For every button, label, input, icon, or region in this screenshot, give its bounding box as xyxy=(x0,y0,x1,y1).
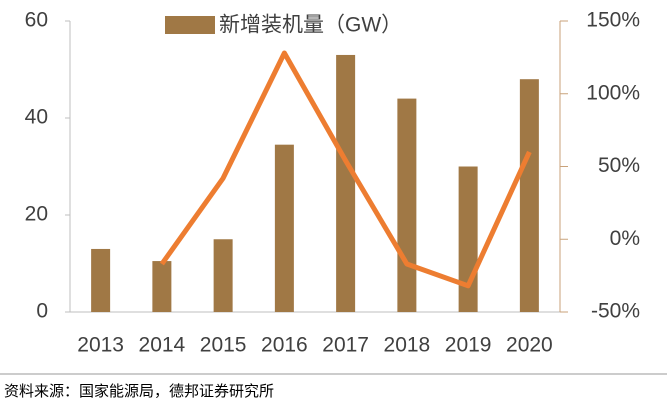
x-tick-label: 2015 xyxy=(200,334,247,357)
y-tick-label: 20 xyxy=(25,203,48,226)
bar xyxy=(91,248,111,312)
y2-tick-label: 150% xyxy=(586,9,640,32)
bar xyxy=(458,166,478,312)
x-tick-label: 2020 xyxy=(506,334,553,357)
bar xyxy=(519,79,539,312)
y-tick-label: 40 xyxy=(25,106,48,129)
x-tick-label: 2017 xyxy=(322,334,369,357)
y-tick-label: 0 xyxy=(36,300,48,323)
x-tick-label: 2013 xyxy=(77,334,124,357)
bar xyxy=(397,98,417,312)
x-tick-label: 2016 xyxy=(261,334,308,357)
source-note: 资料来源：国家能源局，德邦证券研究所 xyxy=(4,382,274,400)
x-tick-label: 2018 xyxy=(384,334,431,357)
y2-tick-label: -50% xyxy=(591,300,640,323)
y-tick-label: 60 xyxy=(25,9,48,32)
y2-tick-label: 0% xyxy=(610,227,640,250)
bar xyxy=(274,144,294,312)
bar xyxy=(152,261,172,312)
x-tick-label: 2019 xyxy=(445,334,492,357)
bar xyxy=(336,54,356,312)
y2-tick-label: 50% xyxy=(598,154,640,177)
y2-tick-label: 100% xyxy=(586,81,640,104)
bar xyxy=(213,239,233,312)
x-tick-label: 2014 xyxy=(139,334,186,357)
line xyxy=(159,50,532,289)
legend-swatch xyxy=(165,16,215,34)
legend-label: 新增装机量（GW） xyxy=(219,14,402,37)
